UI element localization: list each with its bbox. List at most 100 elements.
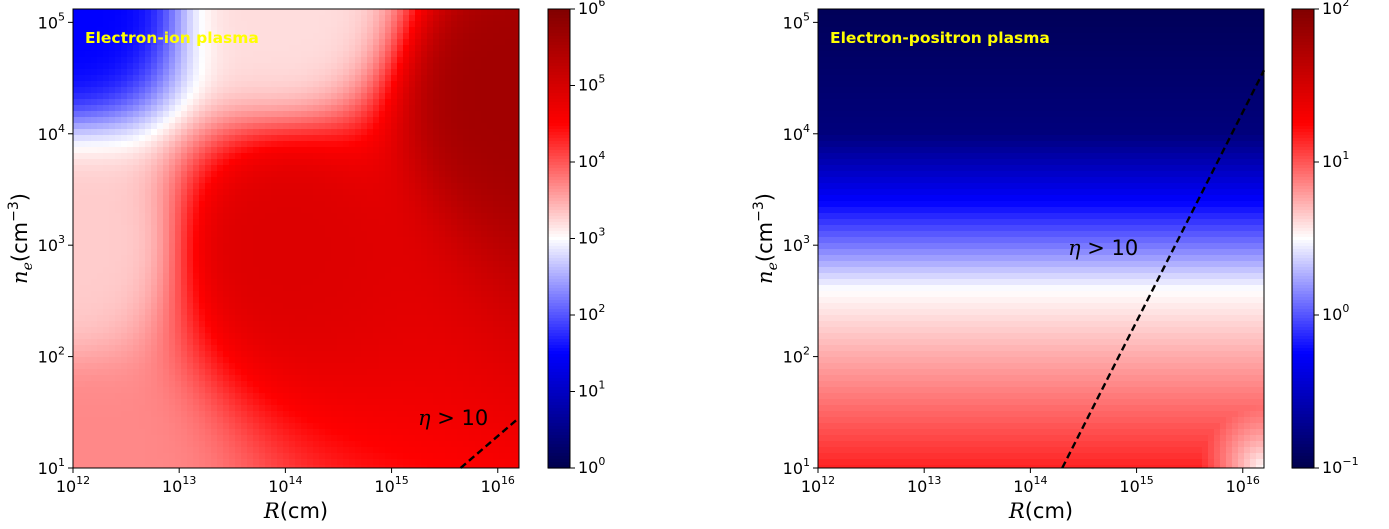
heatmap-cell bbox=[265, 63, 272, 70]
heatmap-cell bbox=[103, 93, 110, 100]
heatmap-cell bbox=[103, 417, 110, 424]
heatmap-cell bbox=[229, 309, 236, 316]
heatmap-cell bbox=[115, 51, 122, 58]
heatmap-cell bbox=[103, 291, 110, 298]
heatmap-cell bbox=[373, 441, 380, 448]
heatmap-cell bbox=[85, 411, 92, 418]
heatmap-cell bbox=[229, 345, 236, 352]
heatmap-cell bbox=[319, 315, 326, 322]
heatmap-cell bbox=[127, 57, 134, 64]
heatmap-cell bbox=[301, 63, 308, 70]
heatmap-cell bbox=[199, 435, 206, 442]
heatmap-cell bbox=[97, 339, 104, 346]
heatmap-cell bbox=[397, 57, 404, 64]
heatmap-cell bbox=[385, 69, 392, 76]
heatmap-cell bbox=[361, 435, 368, 442]
heatmap-cell bbox=[367, 141, 374, 148]
heatmap-cell bbox=[223, 399, 230, 406]
heatmap-cell bbox=[85, 273, 92, 280]
heatmap-cell bbox=[361, 15, 368, 22]
heatmap-cell bbox=[259, 405, 266, 412]
heatmap-cell bbox=[277, 147, 284, 154]
heatmap-cell bbox=[265, 237, 272, 244]
heatmap-cell bbox=[283, 63, 290, 70]
heatmap-cell bbox=[85, 9, 92, 16]
heatmap-cell bbox=[451, 207, 458, 214]
heatmap-cell bbox=[295, 393, 302, 400]
heatmap-cell bbox=[385, 375, 392, 382]
heatmap-cell bbox=[241, 381, 248, 388]
heatmap-cell bbox=[217, 243, 224, 250]
heatmap-cell bbox=[385, 267, 392, 274]
heatmap-cell bbox=[133, 381, 140, 388]
heatmap-cell bbox=[367, 237, 374, 244]
heatmap-cell bbox=[163, 369, 170, 376]
heatmap-cell bbox=[223, 309, 230, 316]
heatmap-cell bbox=[265, 159, 272, 166]
heatmap-cell bbox=[97, 15, 104, 22]
heatmap-cell bbox=[187, 381, 194, 388]
heatmap-cell bbox=[175, 147, 182, 154]
heatmap-cell bbox=[433, 165, 440, 172]
heatmap-cell bbox=[103, 219, 110, 226]
heatmap-cell bbox=[295, 27, 302, 34]
heatmap-cell bbox=[253, 375, 260, 382]
heatmap-cell bbox=[373, 195, 380, 202]
heatmap-cell bbox=[103, 225, 110, 232]
heatmap-cell bbox=[235, 399, 242, 406]
heatmap-cell bbox=[379, 303, 386, 310]
heatmap-cell bbox=[175, 303, 182, 310]
heatmap-cell bbox=[271, 201, 278, 208]
heatmap-cell bbox=[73, 135, 80, 142]
heatmap-cell bbox=[175, 363, 182, 370]
heatmap-cell bbox=[379, 15, 386, 22]
heatmap-cell bbox=[259, 159, 266, 166]
heatmap-cell bbox=[157, 303, 164, 310]
heatmap-cell bbox=[403, 33, 410, 40]
heatmap-cell bbox=[109, 207, 116, 214]
heatmap-cell bbox=[457, 411, 464, 418]
heatmap-cell bbox=[97, 225, 104, 232]
heatmap-cell bbox=[379, 249, 386, 256]
heatmap-cell bbox=[331, 75, 338, 82]
heatmap-cell bbox=[199, 417, 206, 424]
heatmap-cell bbox=[133, 183, 140, 190]
heatmap-cell bbox=[193, 177, 200, 184]
heatmap-cell bbox=[241, 387, 248, 394]
heatmap-cell bbox=[337, 207, 344, 214]
heatmap-cell bbox=[307, 15, 314, 22]
heatmap-cell bbox=[223, 99, 230, 106]
heatmap-cell bbox=[271, 279, 278, 286]
heatmap-cell bbox=[319, 303, 326, 310]
heatmap-cell bbox=[361, 249, 368, 256]
heatmap-cell bbox=[163, 165, 170, 172]
heatmap-cell bbox=[439, 447, 446, 454]
heatmap-cell bbox=[121, 33, 128, 40]
heatmap-cell bbox=[277, 465, 284, 468]
heatmap-cell bbox=[415, 123, 422, 130]
heatmap-cell bbox=[385, 183, 392, 190]
heatmap-cell bbox=[247, 9, 254, 16]
heatmap-cell bbox=[271, 189, 278, 196]
heatmap-cell bbox=[427, 315, 434, 322]
heatmap-cell bbox=[103, 171, 110, 178]
heatmap-cell bbox=[109, 321, 116, 328]
heatmap-cell bbox=[127, 93, 134, 100]
heatmap-cell bbox=[403, 273, 410, 280]
heatmap-cell bbox=[121, 87, 128, 94]
heatmap-cell bbox=[73, 459, 80, 466]
heatmap-cell bbox=[259, 447, 266, 454]
heatmap-cell bbox=[319, 375, 326, 382]
heatmap-cell bbox=[73, 255, 80, 262]
heatmap-cell bbox=[403, 207, 410, 214]
heatmap-cell bbox=[337, 297, 344, 304]
heatmap-cell bbox=[277, 249, 284, 256]
heatmap-cell bbox=[253, 273, 260, 280]
heatmap-cell bbox=[199, 45, 206, 52]
heatmap-cell bbox=[439, 81, 446, 88]
heatmap-cell bbox=[337, 141, 344, 148]
heatmap-cell bbox=[181, 417, 188, 424]
heatmap-cell bbox=[151, 291, 158, 298]
heatmap-cell bbox=[85, 33, 92, 40]
heatmap-cell bbox=[367, 465, 374, 468]
